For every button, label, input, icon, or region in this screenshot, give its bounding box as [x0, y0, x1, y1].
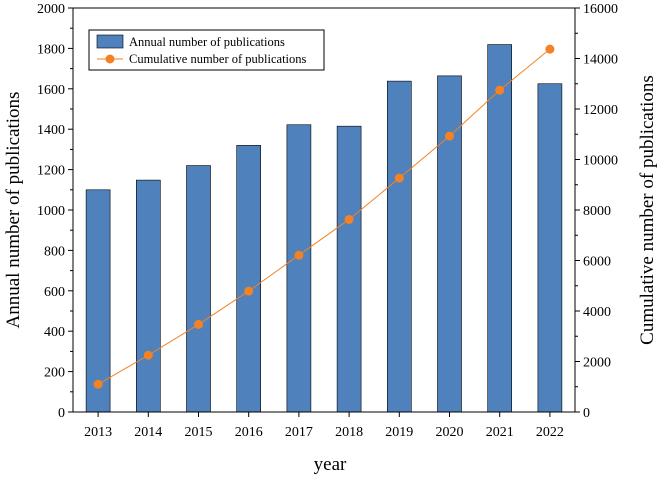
left-tick-label-800: 800	[44, 244, 65, 259]
x-tick-label-2014: 2014	[134, 425, 162, 440]
right-tick-label-4000: 4000	[583, 305, 611, 320]
left-tick-label-1200: 1200	[37, 164, 65, 179]
bar-2021	[487, 44, 513, 413]
left-tick-label-1800: 1800	[37, 42, 65, 57]
legend-box	[88, 29, 325, 71]
left-axis-ticks: 0 200 400 600 800 1000 1200 1400 1600 1800 2000	[37, 2, 73, 421]
right-tick-label-2000: 2000	[583, 356, 611, 371]
bar-2015	[186, 165, 211, 413]
x-tick-label-2019: 2019	[385, 425, 413, 440]
right-tick-label-6000: 6000	[583, 255, 611, 270]
cumulative-point-2021	[495, 85, 505, 95]
bar-2016	[236, 145, 261, 413]
right-tick-label-16000: 16000	[583, 2, 618, 17]
legend: Annual number of publications Cumulative…	[88, 29, 325, 71]
bars-group	[85, 44, 563, 413]
left-tick-label-400: 400	[44, 325, 65, 340]
cumulative-point-2015	[194, 319, 203, 329]
legend-swatch-cumulative-marker	[105, 54, 115, 64]
cumulative-point-2022	[545, 44, 555, 54]
cumulative-point-2014	[143, 350, 153, 360]
left-tick-label-1000: 1000	[37, 204, 65, 219]
x-tick-label-2013: 2013	[84, 425, 112, 440]
bar-2022	[537, 83, 563, 413]
cumulative-line	[97, 48, 551, 385]
right-axis-title: Cumulative number of publications	[637, 75, 658, 345]
x-tick-label-2022: 2022	[536, 425, 564, 440]
cumulative-point-2017	[294, 250, 304, 260]
bar-2013	[85, 189, 111, 413]
x-tick-label-2021: 2021	[486, 425, 514, 440]
cumulative-point-2016	[244, 286, 254, 296]
line-series-group	[93, 44, 555, 389]
left-tick-label-0: 0	[58, 406, 65, 421]
x-axis-title: year	[314, 454, 347, 475]
legend-swatch-annual	[96, 34, 124, 49]
x-tick-label-2015: 2015	[185, 425, 213, 440]
x-tick-label-2016: 2016	[235, 425, 263, 440]
x-axis-ticks: 2013 2014 2015 2016 2017 2018 2019 2020 2021 2022	[84, 412, 564, 440]
bar-2019	[386, 80, 412, 413]
right-tick-label-12000: 12000	[583, 103, 618, 118]
legend-label-annual: Annual number of publications	[129, 35, 285, 49]
left-tick-label-1400: 1400	[37, 123, 65, 138]
left-tick-label-1600: 1600	[37, 83, 65, 98]
right-axis-ticks: 0 2000 4000 6000 8000 10000 12000 14000 16000	[575, 2, 618, 421]
x-tick-label-2020: 2020	[436, 425, 464, 440]
cumulative-point-2018	[344, 214, 354, 224]
left-axis-title: Annual number of publications	[3, 92, 24, 329]
bar-2018	[336, 125, 362, 413]
bar-2014	[136, 179, 161, 413]
cumulative-point-2019	[394, 173, 404, 183]
x-tick-label-2017: 2017	[285, 425, 313, 440]
bar-2020	[437, 75, 462, 413]
cumulative-point-2013	[93, 379, 103, 389]
cumulative-point-2020	[445, 131, 454, 141]
x-tick-label-2018: 2018	[335, 425, 363, 440]
right-tick-label-0: 0	[583, 406, 590, 421]
left-tick-label-2000: 2000	[37, 2, 65, 17]
left-tick-label-200: 200	[44, 366, 65, 381]
legend-label-cumulative: Cumulative number of publications	[129, 52, 307, 66]
right-tick-label-14000: 14000	[583, 53, 618, 68]
left-tick-label-600: 600	[44, 285, 65, 300]
bar-2017	[286, 124, 312, 413]
right-tick-label-8000: 8000	[583, 204, 611, 219]
right-tick-label-10000: 10000	[583, 154, 618, 169]
